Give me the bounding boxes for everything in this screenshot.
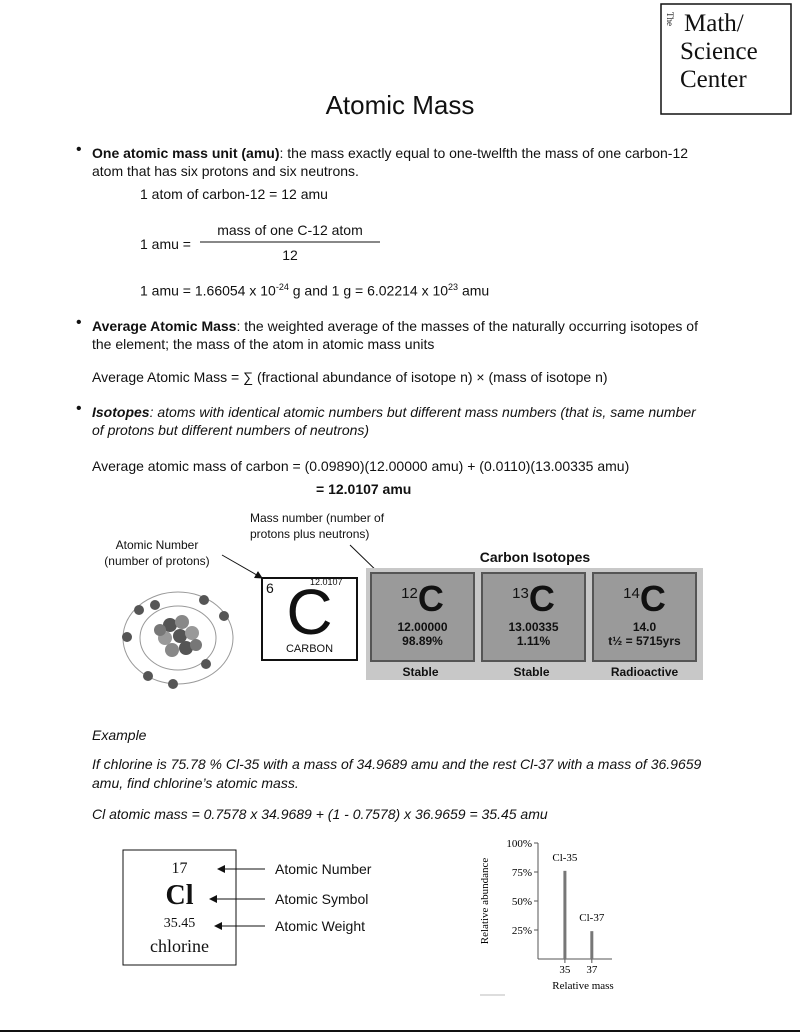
isotope-status: Radioactive [610, 665, 679, 679]
logo-line: Center [680, 66, 747, 93]
x-tick-label: 35 [559, 964, 571, 976]
abundance-chart: 25% 50% 75% 100% 35 37 Cl-35 Cl-37 Relative mass… [479, 838, 614, 992]
equation: = 12.0107 amu [316, 481, 412, 497]
bar-label: Cl-35 [552, 852, 578, 864]
equation: Average atomic mass of carbon = (0.09890… [92, 458, 630, 474]
example-problem: If chlorine is 75.78 % Cl-35 with a mass… [92, 756, 702, 791]
mass-number: 13 [512, 585, 529, 602]
equation: 1 amu = 1.66054 x 10-24 g and 1 g = 6.02… [140, 282, 489, 299]
y-tick-label: 50% [512, 896, 532, 908]
cl-label: Atomic Weight [275, 918, 365, 934]
isotopes-def: Isotopes: atoms with identical atomic nu… [92, 403, 702, 439]
bar [563, 870, 567, 959]
cl-label: Atomic Number [275, 861, 372, 877]
cl-name: chlorine [150, 936, 209, 956]
arrow [221, 554, 263, 579]
y-tick-label: 75% [512, 867, 532, 879]
bullet: • [76, 400, 82, 417]
isotope-tile: 12C 12.00000 98.89% [370, 572, 475, 662]
mass-number: 12 [401, 585, 418, 602]
logo-the: The [665, 12, 675, 26]
mass-number: 14 [623, 585, 640, 602]
label-arrows [209, 865, 265, 930]
y-tick-label: 100% [506, 838, 532, 850]
bullet: • [76, 314, 82, 331]
isotope-tile: 14C 14.0 t½ = 5715yrs [592, 572, 697, 662]
bar [590, 931, 594, 959]
exponent: 23 [448, 282, 459, 292]
element-name: CARBON [285, 643, 334, 655]
isotope-mass: 13.00335 [508, 620, 559, 634]
isotope-status: Stable [513, 665, 550, 679]
isotope-mass: 14.0 [632, 620, 657, 634]
denominator: 12 [282, 247, 298, 263]
symbol: C [417, 578, 444, 619]
term: One atomic mass unit (amu) [92, 145, 280, 161]
logo-line: Science [680, 38, 758, 65]
isotope-detail: 98.89% [402, 634, 443, 648]
isotope-status: Stable [402, 665, 439, 679]
formula: Average Atomic Mass = ∑ (fractional abun… [92, 369, 608, 385]
definition: : atoms with identical atomic numbers bu… [92, 404, 696, 438]
bar-label: Cl-37 [579, 912, 605, 924]
example-solution: Cl atomic mass = 0.7578 x 34.9689 + (1 -… [92, 806, 548, 822]
carbon-tile [261, 577, 358, 661]
cl-weight: 35.45 [163, 916, 196, 931]
x-axis-label: Relative mass [552, 980, 613, 992]
isotope-detail: 1.11% [516, 634, 551, 648]
isotope-detail: t½ = 5715yrs [608, 634, 681, 648]
numerator: mass of one C-12 atom [217, 222, 363, 238]
isotope-mass: 12.00000 [397, 620, 448, 634]
equation: 1 atom of carbon-12 = 12 amu [140, 186, 328, 202]
atom-graphic [122, 591, 234, 689]
definition: : the mass exactly equal to one-twelfth … [92, 145, 689, 179]
isotopes-title: Carbon Isotopes [479, 549, 591, 565]
cl-symbol: Cl [165, 880, 194, 911]
y-tick-label: 25% [512, 925, 532, 937]
equation: 1 amu = [140, 236, 191, 252]
example-heading: Example [92, 727, 147, 743]
logo-box [660, 3, 792, 115]
symbol: C [639, 578, 666, 619]
title: Atomic Mass [325, 90, 475, 120]
bullet: • [76, 141, 82, 158]
mass-number-label: Mass number (number of protons plus neut… [250, 511, 385, 541]
exponent: -24 [275, 282, 289, 292]
atomic-number-label: Atomic Number (number of protons) [104, 538, 210, 568]
logo-line: Math/ [684, 10, 744, 37]
term: Average Atomic Mass [92, 318, 237, 334]
definition: : the weighted average of the masses of … [92, 318, 698, 352]
amu-def: One atomic mass unit (amu): the mass exa… [92, 144, 697, 180]
atomic-number: 6 [266, 580, 274, 596]
atomic-weight: 12.0107 [310, 577, 343, 587]
element-symbol: C [286, 576, 333, 648]
x-tick-label: 37 [586, 964, 598, 976]
symbol: C [528, 578, 555, 619]
cl-label: Atomic Symbol [275, 891, 369, 907]
eq-part: amu [458, 282, 490, 299]
y-axis-label: Relative abundance [479, 858, 491, 945]
average-def: Average Atomic Mass: the weighted averag… [92, 317, 702, 353]
eq-part: 1 amu = 1.66054 x 10 [140, 282, 276, 299]
term: Isotopes [92, 404, 150, 420]
isotope-tile: 13C 13.00335 1.11% [481, 572, 586, 662]
cl-number: 17 [171, 860, 188, 877]
eq-part: g and 1 g = 6.02214 x 10 [288, 282, 449, 299]
